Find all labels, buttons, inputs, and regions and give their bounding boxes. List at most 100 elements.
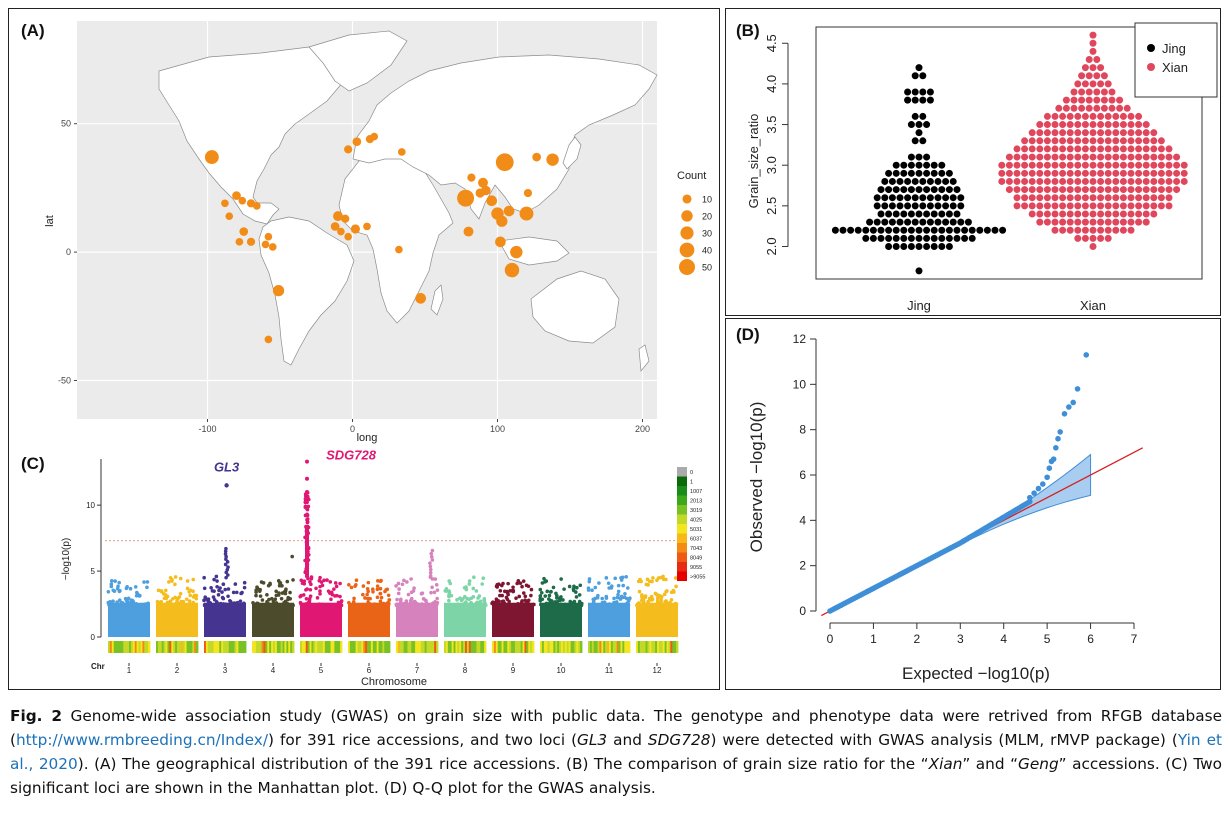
- manhattan-point: [499, 583, 504, 588]
- density-cell: [526, 641, 529, 653]
- beeswarm-point: [869, 234, 877, 242]
- accession-point: [350, 224, 360, 234]
- density-cell: [564, 641, 568, 653]
- manhattan-point: [375, 595, 380, 600]
- beeswarm-point: [1013, 186, 1021, 194]
- density-cell: [121, 641, 124, 653]
- map-y-label: lat: [44, 215, 56, 227]
- manhattan-point: [665, 589, 669, 593]
- accession-point: [344, 232, 352, 241]
- manhattan-point: [502, 589, 507, 594]
- beeswarm-point: [1089, 80, 1097, 88]
- manhattan-point: [376, 603, 380, 608]
- beeswarm-point: [945, 242, 953, 250]
- beeswarm-point: [1097, 80, 1105, 88]
- caption-citation-link[interactable]: Yin et al., 2020: [10, 731, 1223, 773]
- beeswarm-point: [1043, 177, 1051, 185]
- beeswarm-tick-label-y: 2.5: [764, 197, 779, 215]
- beeswarm-point: [854, 226, 862, 234]
- caption-database-link[interactable]: http://www.rmbreeding.cn/Index/: [15, 731, 268, 749]
- density-cell: [432, 641, 435, 653]
- density-legend-label: 2013: [690, 499, 702, 505]
- density-cell: [138, 641, 141, 653]
- manhattan-point: [370, 602, 375, 607]
- map-x-label: long: [357, 432, 378, 444]
- accession-point: [486, 195, 498, 207]
- south-america-shape: [258, 216, 355, 366]
- beeswarm-point: [1089, 121, 1097, 129]
- density-cell: [384, 641, 387, 653]
- manhattan-point: [231, 590, 236, 595]
- manhattan-point: [521, 579, 526, 583]
- manhattan-point: [308, 594, 313, 598]
- density-cell: [436, 641, 439, 653]
- beeswarm-point: [1093, 72, 1101, 80]
- density-cell: [186, 641, 189, 653]
- density-cell: [668, 641, 671, 653]
- manhattan-point: [113, 603, 117, 608]
- density-cell: [221, 641, 224, 653]
- density-cell: [570, 641, 573, 653]
- figure-caption: Fig. 2 Genome-wide association study (GW…: [10, 704, 1222, 800]
- greenland-shape: [308, 30, 408, 92]
- beeswarm-point: [1097, 129, 1105, 137]
- beeswarm-point: [1081, 218, 1089, 226]
- beeswarm-point: [1157, 153, 1165, 161]
- density-legend: 0 1 1007 2013 3019 4025 5031 6037 7043 8049 9055 >9…: [677, 467, 705, 581]
- manhattan-point: [145, 585, 149, 590]
- accession-point: [261, 240, 270, 249]
- beeswarm-point: [915, 226, 923, 234]
- manhattan-point: [496, 599, 500, 603]
- beeswarm-point: [1127, 153, 1135, 161]
- manhattan-point: [339, 599, 344, 603]
- manhattan-point: [285, 601, 290, 606]
- peak-label: SDG728: [326, 449, 377, 463]
- panel-a-c-frame: (A) (C) -100 0 100 200 -50: [8, 8, 720, 690]
- manhattan-point: [156, 600, 160, 605]
- manhattan-point: [354, 578, 359, 583]
- density-cell: [447, 641, 451, 653]
- density-cell: [610, 641, 614, 653]
- density-cell: [509, 641, 512, 653]
- manhattan-point: [481, 576, 486, 581]
- manhattan-point: [108, 600, 113, 605]
- density-cell: [319, 641, 322, 653]
- beeswarm-point: [1028, 145, 1036, 153]
- manhattan-peak-point: [223, 562, 228, 567]
- manhattan-point: [526, 601, 530, 605]
- density-cell: [351, 641, 355, 653]
- panel-c-letter: (C): [21, 454, 45, 473]
- manhattan-point: [349, 585, 354, 590]
- beeswarm-point: [930, 234, 938, 242]
- density-legend-swatch: [677, 533, 687, 543]
- density-cell: [273, 641, 276, 653]
- manhattan-point: [559, 602, 563, 607]
- density-cell: [603, 641, 606, 653]
- manhattan-point: [251, 601, 255, 605]
- manhattan-point: [600, 596, 605, 601]
- density-cell: [670, 641, 673, 653]
- density-cell: [348, 641, 351, 653]
- manhattan-point: [366, 603, 371, 607]
- density-cell: [589, 641, 593, 653]
- beeswarm-point: [919, 112, 927, 120]
- qq-point: [1053, 445, 1059, 451]
- beeswarm-point: [911, 194, 919, 202]
- density-cell: [125, 641, 128, 653]
- beeswarm-point: [904, 218, 912, 226]
- manhattan-point: [233, 582, 238, 586]
- legend-size-marker: [680, 226, 694, 240]
- manhattan-point: [179, 600, 184, 604]
- density-cell: [278, 641, 282, 653]
- beeswarm-point: [923, 210, 931, 218]
- manhattan-point: [159, 599, 164, 604]
- manhattan-point: [673, 601, 678, 606]
- density-cell: [242, 641, 245, 653]
- legend-size-marker: [679, 242, 695, 258]
- beeswarm-point: [1059, 210, 1067, 218]
- density-legend-swatch: [677, 524, 687, 534]
- manhattan-point: [215, 601, 220, 605]
- density-cell: [562, 641, 566, 653]
- manhattan-point: [139, 603, 144, 607]
- density-cell: [157, 641, 161, 653]
